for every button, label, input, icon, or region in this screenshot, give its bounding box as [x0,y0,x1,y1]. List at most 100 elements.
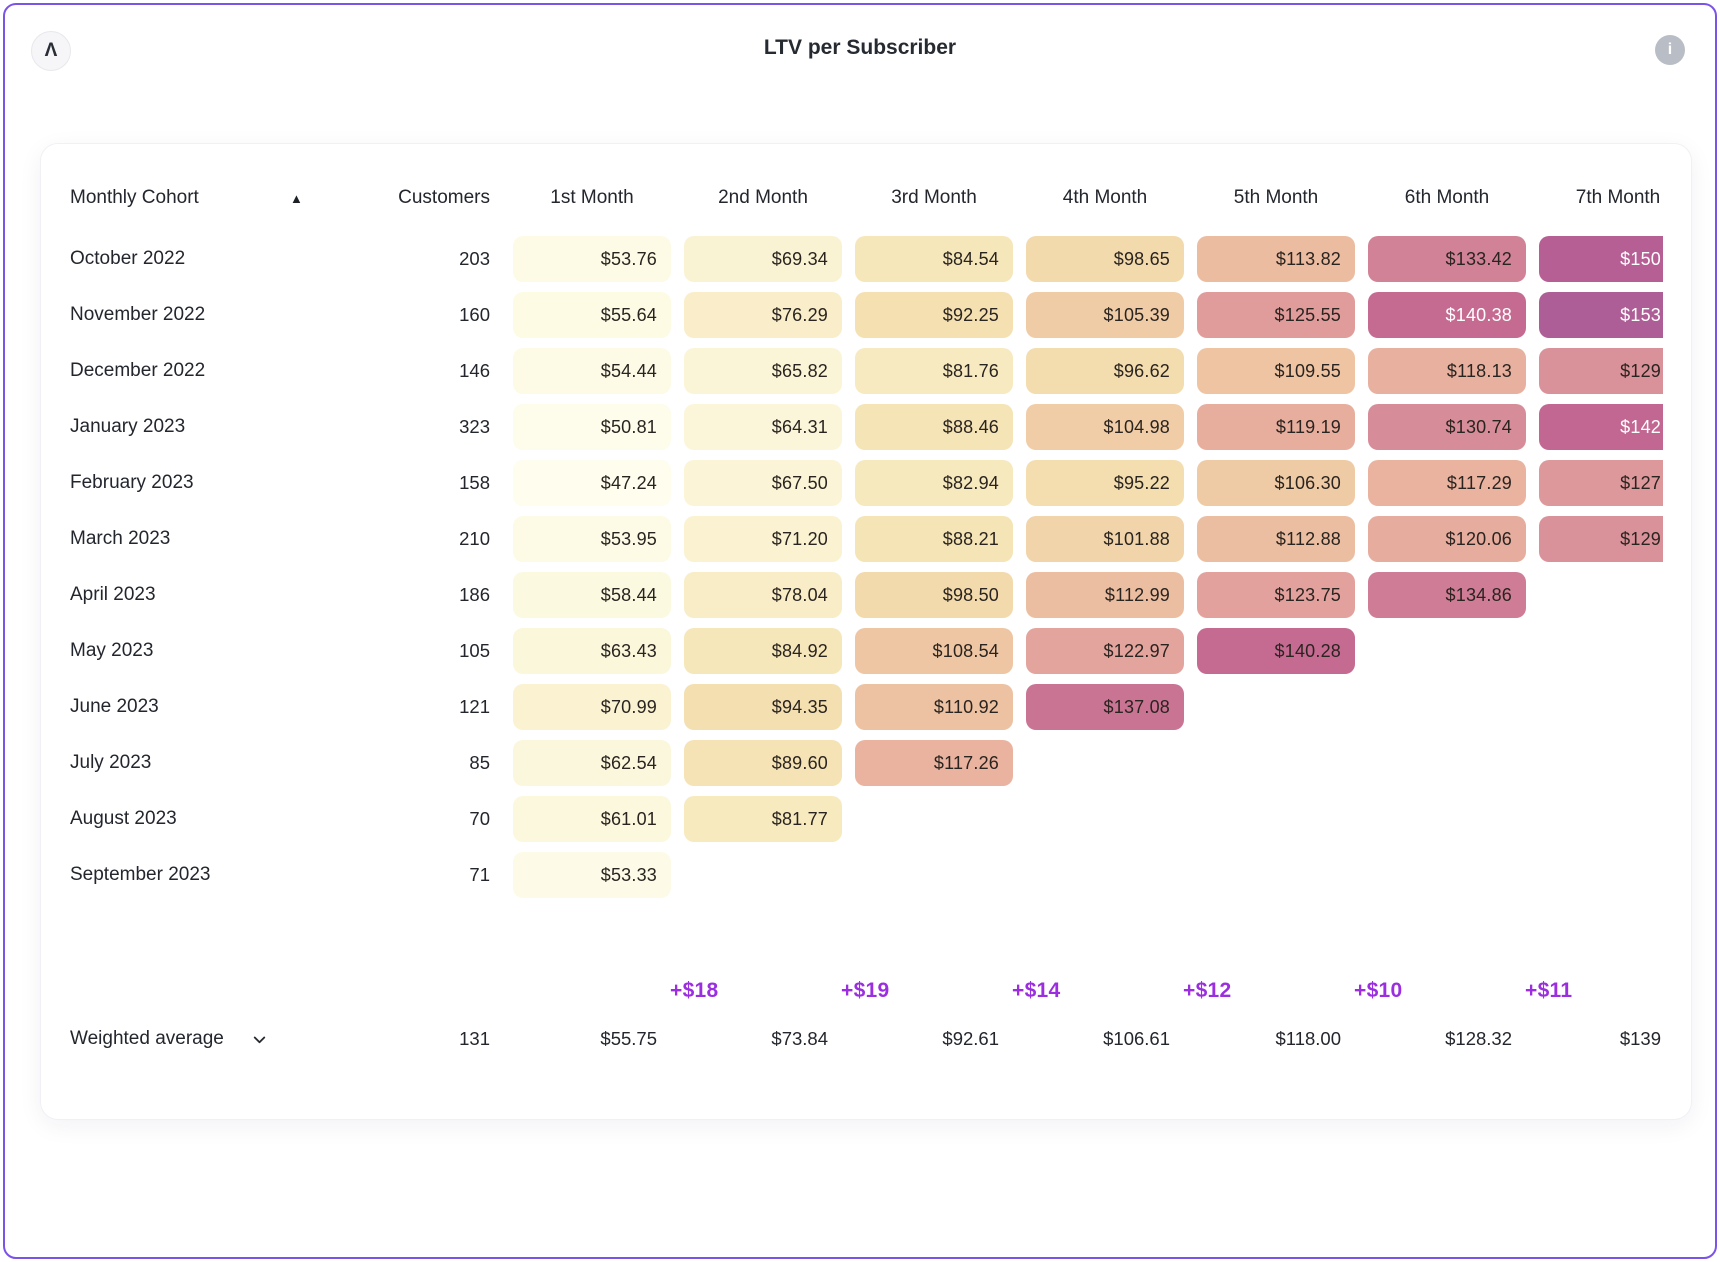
cohort-label: February 2023 [70,472,194,493]
ltv-cell: $117.26 [855,740,1013,786]
ltv-cell: $118.13 [1368,348,1526,394]
table-row: January 2023 323 $50.81 $64.31 $88.46 $104.98… [70,404,1663,450]
table-row: June 2023 121 $70.99 $94.35 $110.92 $137.08 [70,684,1663,730]
ltv-cell: $94.35 [684,684,842,730]
column-header-month-1[interactable]: 1st Month [550,187,634,208]
ltv-cell: $67.50 [684,460,842,506]
customers-value: 203 [459,248,490,269]
ltv-cell: $65.82 [684,348,842,394]
cohort-label: June 2023 [70,696,159,717]
ltv-cell: $84.92 [684,628,842,674]
cohort-label: September 2023 [70,864,211,885]
table-row: November 2022 160 $55.64 $76.29 $92.25 $105.3… [70,292,1663,338]
info-icon-glyph: i [1667,41,1673,58]
ltv-cell: $53.95 [513,516,671,562]
ltv-cell: $133.42 [1368,236,1526,282]
ltv-cell: $54.44 [513,348,671,394]
ltv-cell: $88.21 [855,516,1013,562]
ltv-cell: $122.97 [1026,628,1184,674]
column-header-monthly-cohort[interactable]: Monthly Cohort [70,187,199,208]
ltv-cell: $63.43 [513,628,671,674]
ltv-cell: $120.06 [1368,516,1526,562]
ltv-cell: $113.82 [1197,236,1355,282]
ltv-cell: $125.55 [1197,292,1355,338]
ltv-cell: $98.65 [1026,236,1184,282]
customers-value: 210 [459,528,490,549]
ltv-cell: $70.99 [513,684,671,730]
weighted-average-value: $128.32 [1445,1028,1512,1049]
weighted-average-label: Weighted average [70,1028,224,1049]
table-row: March 2023 210 $53.95 $71.20 $88.21 $101.88 $1… [70,516,1663,562]
weighted-average-value: $106.61 [1103,1028,1170,1049]
weighted-average-value: $73.84 [771,1028,828,1049]
table-row: July 2023 85 $62.54 $89.60 $117.26 [70,740,1663,786]
column-header-month-2[interactable]: 2nd Month [718,187,808,208]
column-header-month-4[interactable]: 4th Month [1062,187,1148,208]
delta-value: +$14 [1012,979,1061,1002]
ltv-cell: $153 [1539,292,1663,338]
table-header-row: Monthly Cohort ▲ Customers 1st Month 2nd … [70,178,1663,218]
ltv-cell: $89.60 [684,740,842,786]
ltv-cell: $53.33 [513,852,671,898]
customers-value: 121 [459,696,490,717]
delta-value: +$11 [1525,979,1573,1002]
ltv-cell: $95.22 [1026,460,1184,506]
ltv-cell: $134.86 [1368,572,1526,618]
customers-value: 70 [469,808,490,829]
ltv-cell: $96.62 [1026,348,1184,394]
ltv-cell: $110.92 [855,684,1013,730]
cohort-label: March 2023 [70,528,171,549]
ltv-cell: $71.20 [684,516,842,562]
weighted-average-row: Weighted average 131 $55.75 $73.84 $92.61 $1… [70,1016,1663,1062]
customers-value: 146 [459,360,490,381]
ltv-cell: $101.88 [1026,516,1184,562]
cohort-label: December 2022 [70,360,206,381]
customers-value: 158 [459,472,490,493]
ltv-cell: $112.88 [1197,516,1355,562]
table-row: April 2023 186 $58.44 $78.04 $98.50 $112.99 $1… [70,572,1663,618]
cohort-label: July 2023 [70,752,152,773]
ltv-cell: $119.19 [1197,404,1355,450]
ltv-cell: $150 [1539,236,1663,282]
column-header-customers[interactable]: Customers [398,187,490,208]
delta-annotation-row: +$18 +$19 +$14 +$12 +$10 +$11 [70,974,1663,1008]
delta-value: +$12 [1183,979,1232,1002]
table-row: October 2022 203 $53.76 $69.34 $84.54 $98.65 $… [70,236,1663,282]
column-header-month-3[interactable]: 3rd Month [891,187,977,208]
customers-value: 105 [459,640,490,661]
ltv-cell: $129 [1539,516,1663,562]
column-header-month-7[interactable]: 7th Month [1575,187,1661,208]
table-footer: +$18 +$19 +$14 +$12 +$10 +$11 Weighted averag… [70,974,1663,1062]
ltv-cell: $69.34 [684,236,842,282]
ltv-cell: $84.54 [855,236,1013,282]
cohort-label: October 2022 [70,248,186,269]
ltv-cell: $81.76 [855,348,1013,394]
ltv-cell: $55.64 [513,292,671,338]
weighted-average-value: $118.00 [1275,1028,1342,1049]
weighted-average-value: $92.61 [942,1028,999,1049]
cohort-label: November 2022 [70,304,206,325]
weighted-average-label-group: Weighted average [70,1028,330,1050]
column-header-month-5[interactable]: 5th Month [1233,187,1319,208]
cohort-label: August 2023 [70,808,177,829]
ltv-cell: $105.39 [1026,292,1184,338]
ltv-cell: $104.98 [1026,404,1184,450]
table-clip-region: Monthly Cohort ▲ Customers 1st Month 2nd … [70,178,1663,1062]
info-icon[interactable]: i [1655,35,1685,65]
ltv-cell: $140.28 [1197,628,1355,674]
ltv-cell: $81.77 [684,796,842,842]
customers-value: 71 [469,864,490,885]
ltv-cell: $142 [1539,404,1663,450]
sort-ascending-icon[interactable]: ▲ [290,190,303,206]
ltv-cell: $50.81 [513,404,671,450]
ltv-cell: $61.01 [513,796,671,842]
ltv-cell: $53.76 [513,236,671,282]
ltv-cell: $117.29 [1368,460,1526,506]
column-header-month-6[interactable]: 6th Month [1404,187,1490,208]
widget-frame: Λ LTV per Subscriber i Monthly Cohort ▲ … [3,3,1717,1259]
cohort-label: April 2023 [70,584,156,605]
ltv-cell: $47.24 [513,460,671,506]
ltv-cell: $130.74 [1368,404,1526,450]
ltv-cell: $64.31 [684,404,842,450]
chevron-down-icon[interactable] [250,1030,269,1049]
